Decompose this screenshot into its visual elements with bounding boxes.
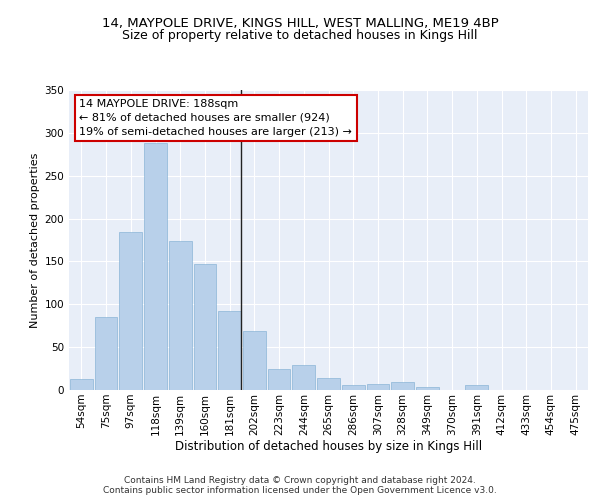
- Bar: [70, 379, 93, 390]
- Y-axis label: Number of detached properties: Number of detached properties: [30, 152, 40, 328]
- Bar: [317, 378, 340, 390]
- Bar: [169, 241, 191, 390]
- Bar: [416, 388, 439, 390]
- Bar: [292, 365, 315, 390]
- Text: 14, MAYPOLE DRIVE, KINGS HILL, WEST MALLING, ME19 4BP: 14, MAYPOLE DRIVE, KINGS HILL, WEST MALL…: [101, 18, 499, 30]
- Bar: [391, 382, 414, 390]
- Bar: [342, 385, 365, 390]
- Bar: [119, 232, 142, 390]
- Bar: [367, 384, 389, 390]
- Bar: [466, 385, 488, 390]
- Text: Size of property relative to detached houses in Kings Hill: Size of property relative to detached ho…: [122, 29, 478, 42]
- Text: Contains HM Land Registry data © Crown copyright and database right 2024.: Contains HM Land Registry data © Crown c…: [124, 476, 476, 485]
- X-axis label: Distribution of detached houses by size in Kings Hill: Distribution of detached houses by size …: [175, 440, 482, 454]
- Bar: [95, 317, 118, 390]
- Bar: [194, 264, 216, 390]
- Text: 14 MAYPOLE DRIVE: 188sqm
← 81% of detached houses are smaller (924)
19% of semi-: 14 MAYPOLE DRIVE: 188sqm ← 81% of detach…: [79, 99, 352, 137]
- Bar: [268, 368, 290, 390]
- Text: Contains public sector information licensed under the Open Government Licence v3: Contains public sector information licen…: [103, 486, 497, 495]
- Bar: [144, 143, 167, 390]
- Bar: [243, 331, 266, 390]
- Bar: [218, 311, 241, 390]
